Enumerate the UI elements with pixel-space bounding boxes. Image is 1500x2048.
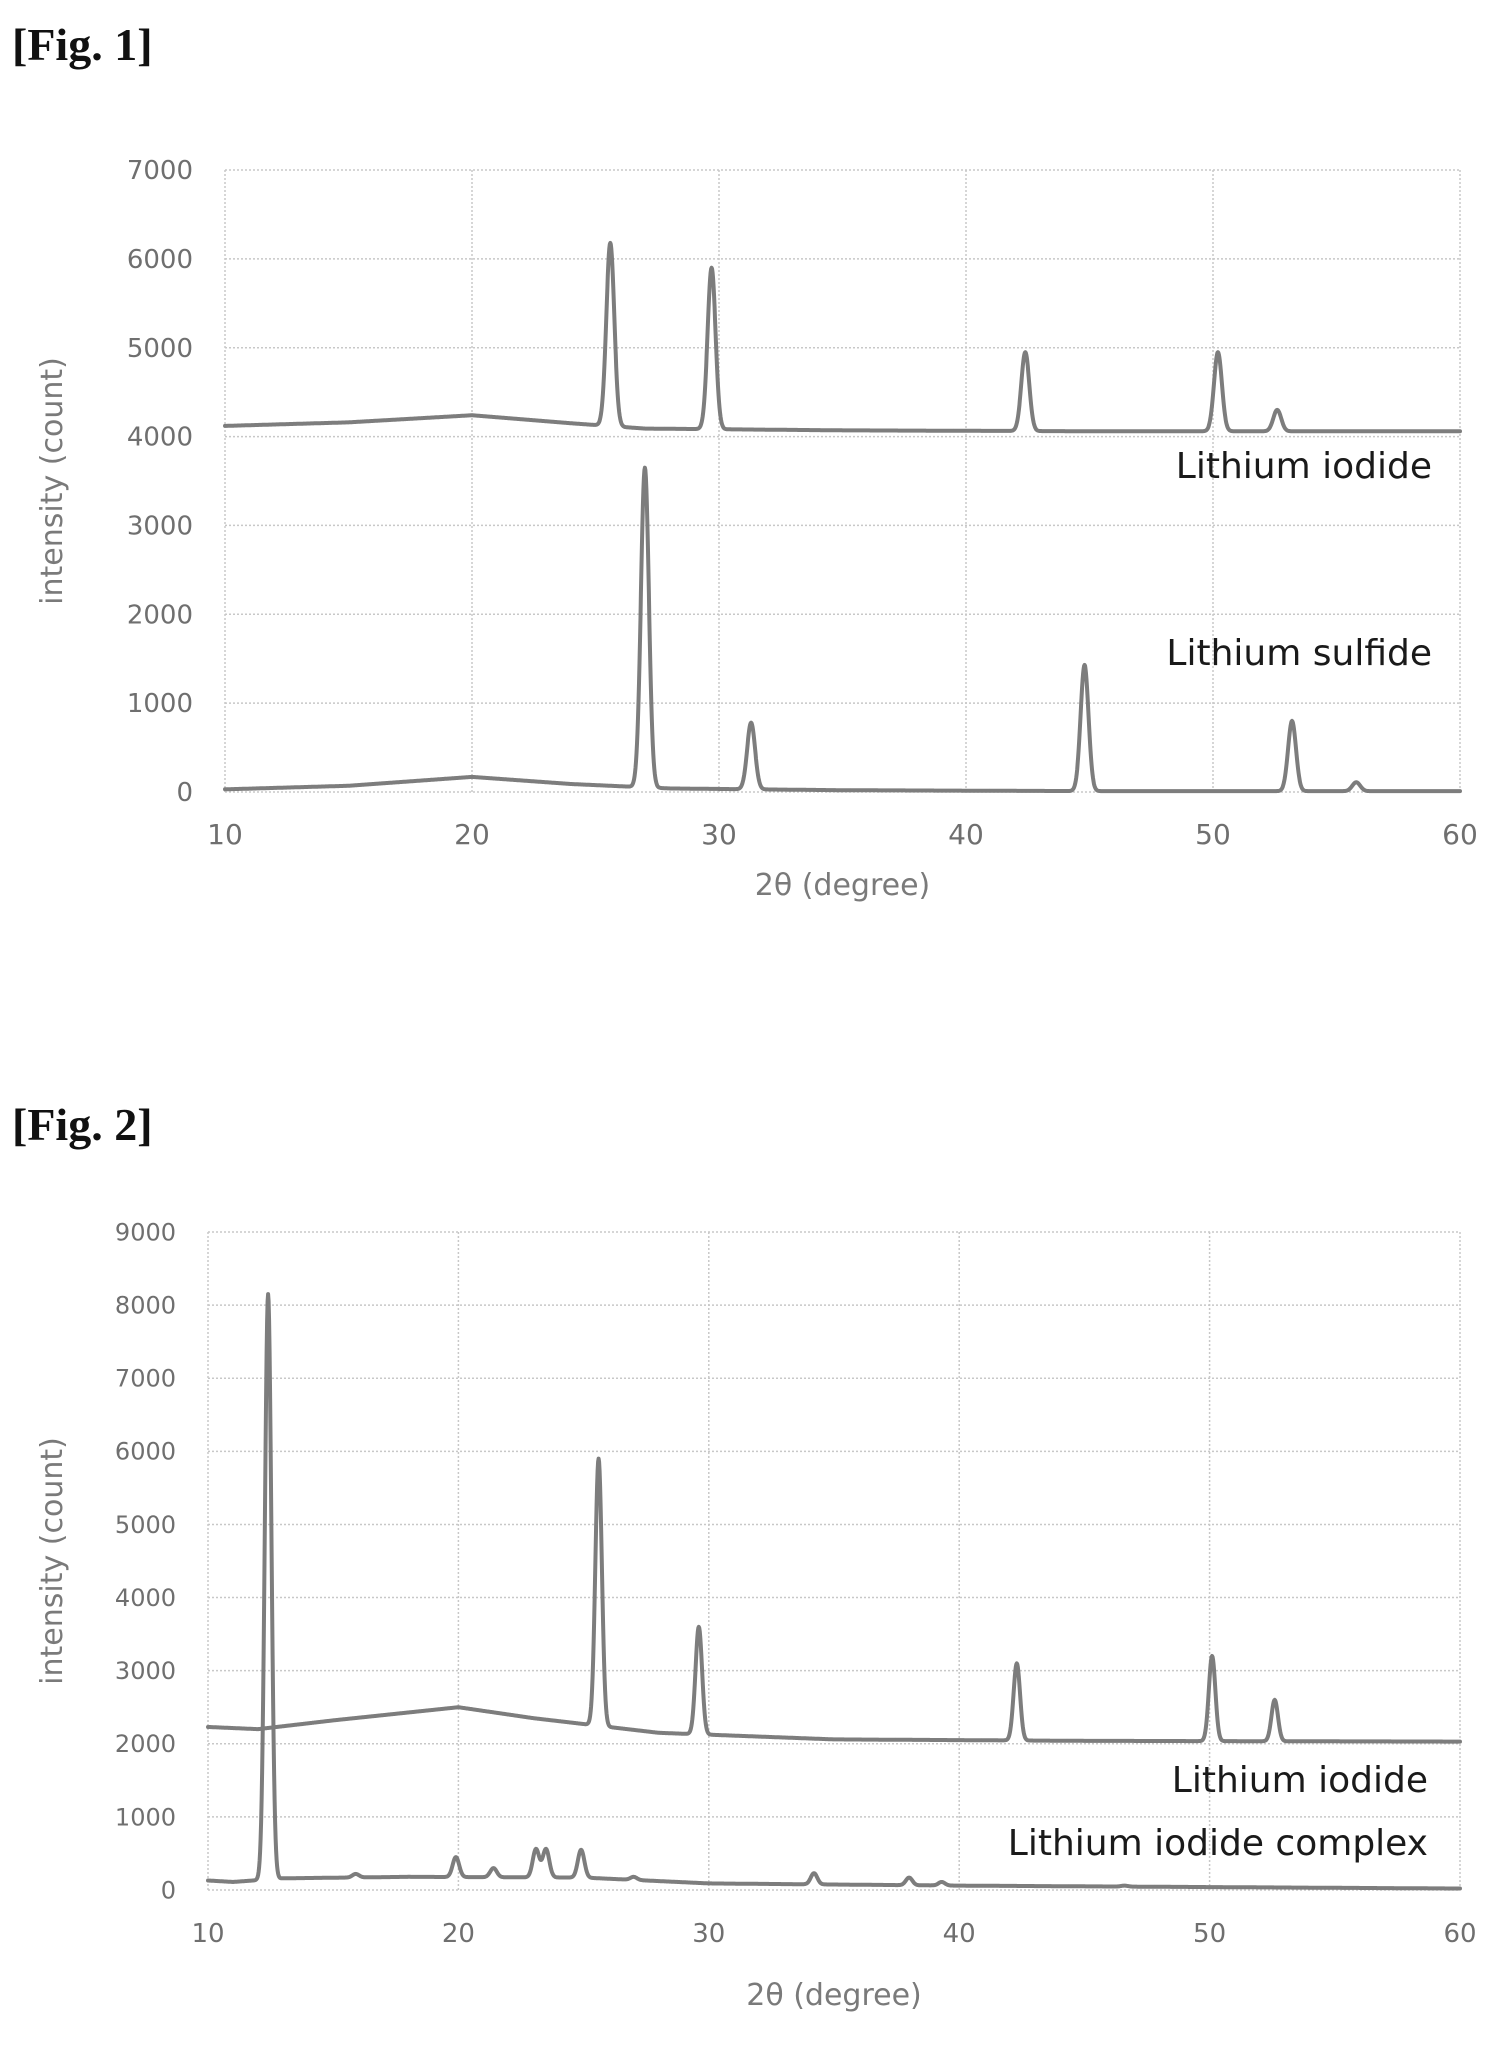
series-line-lithium-sulfide (223, 465, 1462, 794)
x-tick-label: 30 (701, 818, 737, 851)
x-tick-label: 50 (1195, 818, 1231, 851)
series-label: Lithium iodide (1176, 446, 1432, 487)
series-line-lithium-iodide-complex (206, 1292, 1462, 1891)
series-line-lithium-iodide (223, 240, 1462, 434)
y-tick-label: 8000 (115, 1292, 176, 1320)
y-axis-title: intensity (count) (35, 1437, 70, 1685)
y-tick-label: 1000 (115, 1803, 176, 1831)
x-tick-label: 40 (943, 1919, 976, 1949)
y-tick-label: 4000 (115, 1584, 176, 1612)
y-tick-label: 7000 (127, 156, 193, 186)
x-tick-label: 60 (1442, 818, 1478, 851)
x-axis-title: 2θ (degree) (746, 1978, 922, 2013)
x-tick-label: 10 (207, 818, 243, 851)
x-tick-label: 30 (692, 1919, 725, 1949)
series-line-lithium-iodide (206, 1456, 1462, 1744)
series-label: Lithium sulfide (1166, 633, 1432, 674)
x-tick-label: 50 (1193, 1919, 1226, 1949)
x-tick-label: 20 (454, 818, 490, 851)
y-tick-label: 7000 (115, 1365, 176, 1393)
y-tick-label: 6000 (115, 1438, 176, 1466)
y-tick-label: 0 (161, 1876, 176, 1904)
x-tick-label: 20 (442, 1919, 475, 1949)
y-tick-label: 3000 (115, 1657, 176, 1685)
y-tick-label: 5000 (115, 1511, 176, 1539)
figure-1-label: [Fig. 1] (12, 19, 153, 70)
y-axis-title: intensity (count) (35, 357, 70, 605)
y-tick-label: 9000 (115, 1218, 176, 1246)
x-tick-label: 60 (1443, 1919, 1476, 1949)
y-tick-label: 3000 (127, 512, 193, 542)
series-label: Lithium iodide (1172, 1760, 1428, 1801)
figure-2-label: [Fig. 2] (12, 1099, 153, 1150)
figure-1-chart: 0 1000 2000 3000 4000 5000 6000 7000 10 20 30 40 50 6… (35, 156, 1478, 903)
y-tick-label: 5000 (127, 334, 193, 364)
x-tick-label: 40 (948, 818, 984, 851)
series-label: Lithium iodide complex (1008, 1823, 1428, 1864)
x-tick-label: 10 (191, 1919, 224, 1949)
figure-2-chart: 0 1000 2000 3000 4000 5000 6000 7000 8000 9000 10 2… (35, 1218, 1477, 2013)
y-tick-label: 6000 (127, 245, 193, 275)
y-tick-label: 2000 (127, 600, 193, 630)
y-tick-label: 0 (176, 778, 193, 808)
x-axis-title: 2θ (degree) (755, 868, 931, 903)
y-tick-label: 1000 (127, 689, 193, 719)
y-tick-label: 2000 (115, 1730, 176, 1758)
y-tick-label: 4000 (127, 423, 193, 453)
